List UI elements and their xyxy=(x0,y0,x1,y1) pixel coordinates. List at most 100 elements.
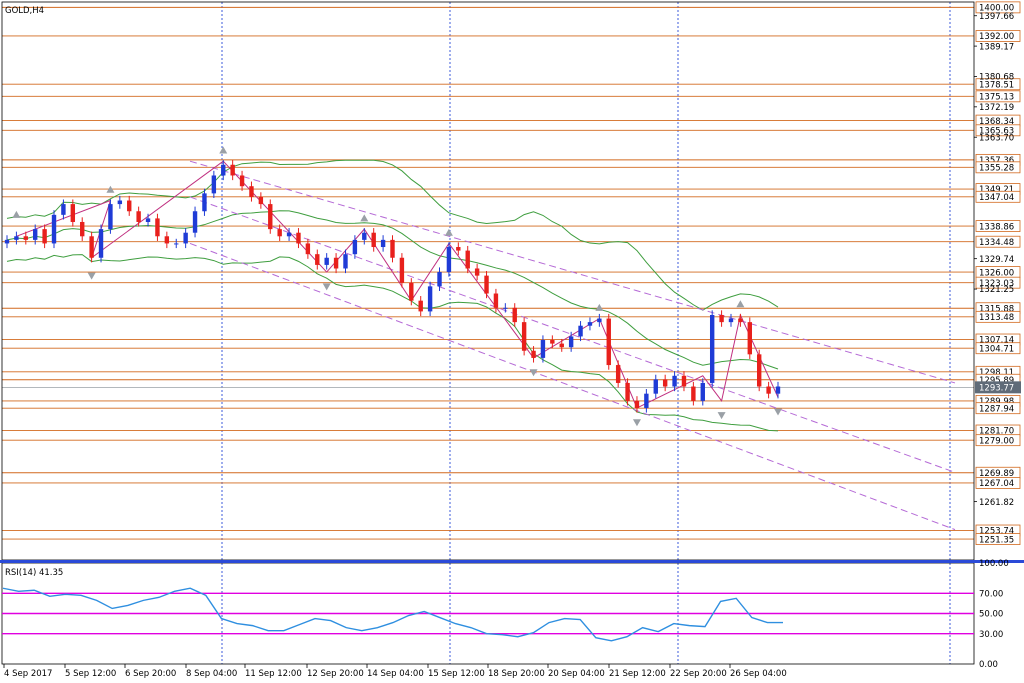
candle-79[interactable] xyxy=(747,322,752,355)
candle-52[interactable] xyxy=(493,293,499,308)
level-label-26: 1253.74 xyxy=(979,527,1014,537)
candle-17[interactable] xyxy=(164,236,170,244)
vertical-gridlines xyxy=(221,2,951,664)
candle-39[interactable] xyxy=(371,232,376,248)
candle-26[interactable] xyxy=(249,186,254,197)
candle-28[interactable] xyxy=(268,204,273,230)
candle-29[interactable] xyxy=(277,229,282,237)
candle-45[interactable] xyxy=(427,286,433,312)
candle-25[interactable] xyxy=(239,175,245,187)
candle-68[interactable] xyxy=(644,393,649,408)
candle-81[interactable] xyxy=(766,386,771,394)
candle-8[interactable] xyxy=(80,221,85,237)
candle-72[interactable] xyxy=(681,375,687,387)
candle-47[interactable] xyxy=(446,247,452,273)
candle-59[interactable] xyxy=(559,343,564,348)
level-label-13: 1323.03 xyxy=(979,279,1014,289)
candle-1[interactable] xyxy=(14,236,19,240)
candle-44[interactable] xyxy=(418,300,423,312)
candle-19[interactable] xyxy=(183,232,188,244)
candle-7[interactable] xyxy=(70,204,76,222)
candle-53[interactable] xyxy=(503,307,508,309)
fractal-up-2 xyxy=(219,146,228,154)
level-label-5: 1365.63 xyxy=(979,127,1014,137)
candle-35[interactable] xyxy=(333,257,339,269)
candle-23[interactable] xyxy=(221,164,226,176)
fractal-up-5 xyxy=(595,303,604,311)
candle-78[interactable] xyxy=(738,318,743,323)
candle-21[interactable] xyxy=(202,193,207,212)
candle-77[interactable] xyxy=(728,318,734,323)
candlesticks[interactable] xyxy=(4,160,781,413)
candle-49[interactable] xyxy=(465,250,470,269)
level-label-6: 1357.36 xyxy=(979,156,1014,166)
candle-46[interactable] xyxy=(437,272,442,287)
candle-34[interactable] xyxy=(324,257,329,265)
level-label-3: 1375.13 xyxy=(979,93,1014,103)
candle-63[interactable] xyxy=(597,318,602,323)
candle-12[interactable] xyxy=(117,200,123,205)
candle-27[interactable] xyxy=(258,196,264,205)
candle-61[interactable] xyxy=(578,325,583,337)
candle-6[interactable] xyxy=(61,204,66,215)
candle-16[interactable] xyxy=(155,218,160,237)
candle-74[interactable] xyxy=(700,382,705,401)
candle-75[interactable] xyxy=(709,314,715,383)
rsi-line xyxy=(2,587,783,642)
candle-60[interactable] xyxy=(568,336,574,348)
candle-57[interactable] xyxy=(540,340,546,358)
candle-51[interactable] xyxy=(484,275,489,294)
candle-33[interactable] xyxy=(315,254,320,265)
candle-36[interactable] xyxy=(343,254,348,269)
candle-70[interactable] xyxy=(662,379,668,387)
candle-64[interactable] xyxy=(606,318,611,366)
horizontal-levels xyxy=(2,6,974,540)
candle-43[interactable] xyxy=(409,282,414,301)
candle-66[interactable] xyxy=(625,382,630,401)
candle-3[interactable] xyxy=(33,229,38,240)
candle-9[interactable] xyxy=(89,236,94,258)
candle-31[interactable] xyxy=(296,232,301,244)
candle-22[interactable] xyxy=(211,175,217,194)
candle-32[interactable] xyxy=(305,243,311,255)
candle-20[interactable] xyxy=(192,211,198,233)
candle-40[interactable] xyxy=(380,239,386,248)
candle-15[interactable] xyxy=(145,218,151,222)
candle-11[interactable] xyxy=(108,204,113,230)
candle-10[interactable] xyxy=(98,229,104,258)
candle-56[interactable] xyxy=(531,350,536,358)
candle-55[interactable] xyxy=(521,322,527,351)
symbol-label: GOLD,H4 xyxy=(5,6,44,16)
candle-48[interactable] xyxy=(456,247,461,251)
candle-42[interactable] xyxy=(399,257,405,283)
candle-24[interactable] xyxy=(230,164,235,176)
candle-80[interactable] xyxy=(756,354,762,387)
candle-0[interactable] xyxy=(4,239,10,244)
candle-76[interactable] xyxy=(719,314,724,323)
candle-5[interactable] xyxy=(51,214,57,244)
candle-18[interactable] xyxy=(174,243,179,245)
candle-38[interactable] xyxy=(362,232,367,240)
fractal-up-3 xyxy=(360,214,369,222)
candle-4[interactable] xyxy=(42,229,47,244)
level-box-5 xyxy=(975,124,1021,137)
candle-58[interactable] xyxy=(550,340,555,344)
candle-62[interactable] xyxy=(587,322,593,326)
candle-50[interactable] xyxy=(474,268,480,276)
candle-30[interactable] xyxy=(286,232,292,237)
candle-73[interactable] xyxy=(691,386,696,401)
candle-41[interactable] xyxy=(390,239,395,258)
candle-67[interactable] xyxy=(634,400,640,408)
candle-2[interactable] xyxy=(23,236,29,240)
candle-82[interactable] xyxy=(775,386,781,394)
candle-54[interactable] xyxy=(512,307,517,323)
candle-37[interactable] xyxy=(352,239,358,255)
candle-69[interactable] xyxy=(653,379,658,394)
level-label-11: 1334.48 xyxy=(979,238,1014,248)
candle-13[interactable] xyxy=(127,200,132,212)
candle-14[interactable] xyxy=(136,211,141,222)
candle-71[interactable] xyxy=(672,375,677,387)
candle-65[interactable] xyxy=(615,365,621,383)
time-label-1: 5 Sep 12:00 xyxy=(65,669,116,679)
price-tick-label-0: 1397.66 xyxy=(979,12,1014,22)
